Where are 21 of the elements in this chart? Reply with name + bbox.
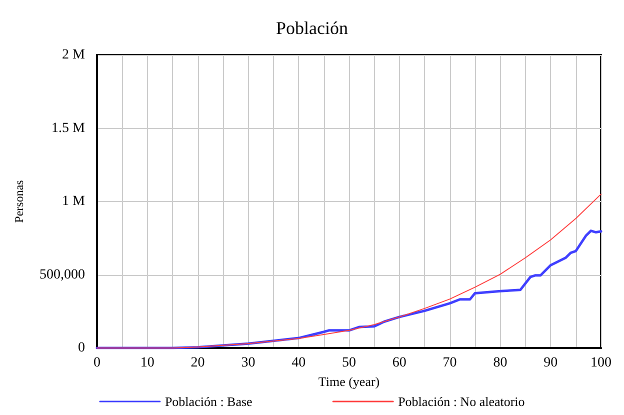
x-tick-label: 60 [392,356,406,370]
y-tick-label: 1 M [62,194,86,209]
x-axis-title: Time (year) [318,374,380,389]
x-tick-label: 10 [140,356,154,370]
y-tick-label: 2 M [62,48,86,62]
x-tick-label: 50 [342,356,356,370]
legend-label: Población : Base [164,394,253,409]
x-tick-label: 20 [190,356,205,370]
x-tick-label: 80 [493,356,508,370]
x-tick-label: 70 [442,356,457,370]
x-tick-label: 30 [241,356,256,370]
y-tick-label: 500,000 [40,267,85,282]
legend-label: Población : No aleatorio [398,394,525,409]
y-tick-label: 0 [78,340,85,356]
x-tick-label: 40 [292,356,306,370]
x-tick-label: 90 [544,356,558,370]
x-tick-label: 0 [94,356,100,370]
y-tick-label: 1.5 M [52,120,86,136]
x-tick-label: 100 [590,356,612,370]
y-axis-title: Personas [12,180,26,223]
chart-title: Población [276,18,348,38]
